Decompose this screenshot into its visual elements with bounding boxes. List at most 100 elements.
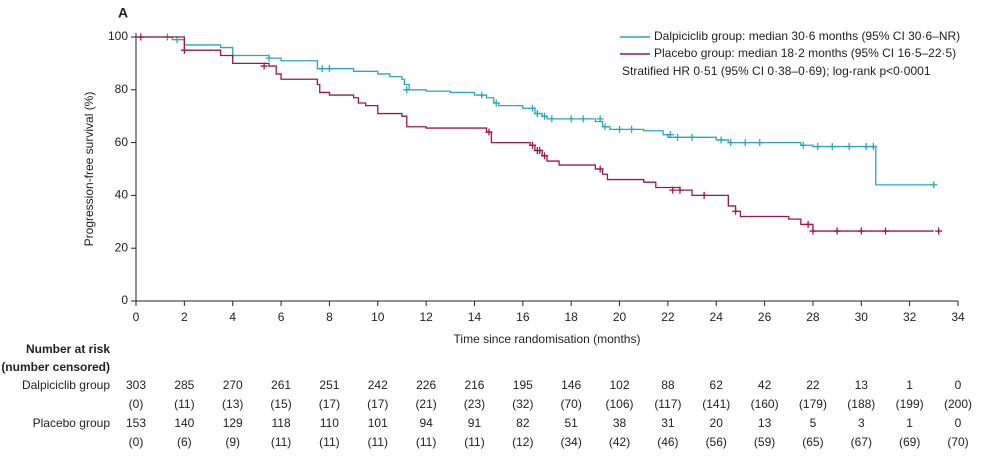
censor-mark [881,227,889,235]
risk-censored: (11) [174,397,194,411]
risk-at-risk: 3 [858,416,865,430]
risk-censored: (17) [319,397,340,411]
risk-censored: (12) [512,435,533,449]
censor-mark [325,65,333,73]
censor-mark [548,115,556,123]
risk-censored: (179) [799,397,827,411]
risk-at-risk: 1 [906,416,913,430]
risk-censored: (13) [222,397,243,411]
risk-at-risk: 31 [661,416,675,430]
censor-mark [809,227,817,235]
risk-censored: (69) [899,435,920,449]
risk-censored: (56) [706,435,727,449]
risk-at-risk: 195 [513,378,533,392]
x-tick-label: 0 [133,310,140,324]
censor-mark [601,123,609,131]
risk-at-risk: 88 [661,378,675,392]
risk-censored: (23) [464,397,485,411]
risk-censored: (141) [702,397,730,411]
risk-censored: (9) [225,435,240,449]
censor-mark [265,54,273,62]
censor-mark [478,91,486,99]
y-tick-label: 0 [121,293,128,307]
risk-at-risk: 1 [906,378,913,392]
censor-mark [533,110,541,118]
risk-censored: (0) [129,397,144,411]
censor-mark [700,191,708,199]
risk-censored: (11) [271,435,291,449]
censor-mark [596,165,604,173]
censor-mark [845,143,853,151]
risk-censored: (117) [654,397,681,411]
censor-mark [799,141,807,149]
x-tick-label: 22 [661,310,675,324]
censor-mark [869,143,877,151]
risk-censored: (67) [851,435,872,449]
censor-mark [536,147,544,155]
risk-at-risk: 94 [419,416,433,430]
risk-subtitle: (number censored) [1,360,110,374]
x-tick-label: 6 [278,310,285,324]
risk-at-risk: 0 [955,378,962,392]
risk-censored: (188) [847,397,875,411]
y-tick-label: 80 [115,82,129,96]
panel-label: A [118,5,128,21]
risk-at-risk: 38 [613,416,627,430]
y-tick-label: 100 [108,29,128,43]
censor-mark [814,143,822,151]
risk-censored: (6) [177,435,192,449]
risk-at-risk: 42 [758,378,772,392]
risk-at-risk: 261 [271,378,291,392]
censor-mark [541,112,549,120]
risk-censored: (11) [464,435,484,449]
risk-at-risk: 110 [320,416,339,430]
censor-mark [528,141,536,149]
legend-label: Dalpiciclib group: median 30·6 months (9… [654,29,960,43]
risk-row-label: Dalpiciclib group [22,378,110,392]
risk-at-risk: 285 [174,378,194,392]
x-tick-label: 16 [516,310,530,324]
censor-mark [567,115,575,123]
risk-censored: (70) [561,397,582,411]
censor-mark [676,186,684,194]
x-tick-label: 2 [181,310,188,324]
censor-mark [674,133,682,141]
risk-censored: (42) [609,435,630,449]
risk-title: Number at risk [26,342,110,356]
risk-censored: (21) [415,397,436,411]
x-axis-label: Time since randomisation (months) [454,332,641,346]
censor-mark [833,227,841,235]
x-tick-label: 34 [951,310,965,324]
risk-censored: (160) [751,397,779,411]
risk-at-risk: 216 [464,378,484,392]
risk-censored: (32) [512,397,533,411]
censor-mark [403,86,411,94]
censor-mark [756,139,764,147]
risk-censored: (34) [561,435,582,449]
risk-censored: (11) [368,435,388,449]
risk-censored: (59) [754,435,775,449]
legend-label: Placebo group: median 18·2 months (95% C… [654,46,956,60]
censor-mark [579,115,587,123]
risk-at-risk: 91 [468,416,482,430]
risk-censored: (106) [606,397,634,411]
risk-at-risk: 22 [806,378,820,392]
censor-mark [857,227,865,235]
censor-mark [492,99,500,107]
survival-curve [136,36,934,232]
risk-at-risk: 13 [758,416,772,430]
risk-censored: (11) [319,435,339,449]
risk-censored: (199) [896,397,924,411]
x-tick-label: 10 [371,310,385,324]
risk-at-risk: 129 [223,416,243,430]
censor-mark [137,33,145,41]
y-tick-label: 60 [115,135,129,149]
x-tick-label: 18 [564,310,578,324]
censor-mark [666,131,674,139]
risk-censored: (65) [802,435,823,449]
risk-censored: (17) [367,397,388,411]
risk-at-risk: 62 [710,378,724,392]
y-tick-label: 40 [115,188,129,202]
risk-at-risk: 226 [416,378,436,392]
